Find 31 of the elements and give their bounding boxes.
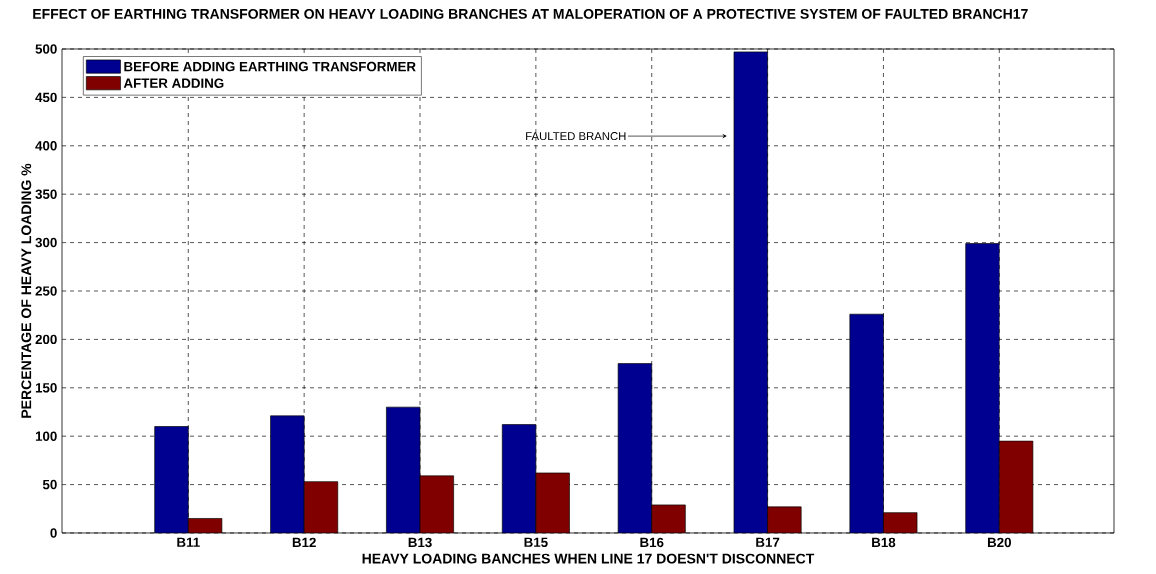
y-tick-label: 200: [35, 334, 57, 345]
bar: [998, 440, 1034, 533]
y-axis-title: PERCENTAGE OF HEAVY LOADING %: [21, 163, 32, 418]
y-tick-label: 100: [35, 431, 57, 441]
y-tick-label: 350: [35, 189, 57, 199]
x-tick-label: B17: [756, 537, 780, 547]
x-tick-label: B16: [640, 537, 664, 548]
legend-label: BEFORE ADDING EARTHING TRANSFORMER: [124, 61, 416, 72]
bar: [651, 504, 686, 533]
y-tick-label: 300: [35, 237, 57, 248]
legend-label: AFTER ADDING: [123, 78, 224, 88]
x-tick-label: B20: [987, 537, 1011, 548]
y-tick-label: 250: [35, 286, 57, 296]
x-tick-label: B18: [872, 537, 896, 548]
bar: [767, 506, 802, 533]
x-axis-title: HEAVY LOADING BANCHES WHEN LINE 17 DOESN'T DISCONNECT: [362, 553, 815, 564]
x-tick-label: B12: [292, 537, 316, 547]
y-tick-label: 450: [35, 92, 57, 103]
chart-title: EFFECT OF EARTHING TRANSFORMER ON HEAVY LOADING BRANCHES AT MALOPERATION OF A PROTECTIVE SYSTEM OF FAULTED BRANCH17: [33, 8, 1028, 19]
bar: [303, 481, 339, 533]
y-tick-label: 400: [35, 141, 57, 151]
y-tick-label: 500: [35, 44, 57, 54]
x-tick-label: B11: [177, 537, 200, 547]
y-tick-label: 0: [50, 528, 57, 538]
x-tick-label: B15: [524, 537, 548, 547]
annotation: FAULTED BRANCH: [526, 132, 626, 141]
y-tick-label: 50: [42, 479, 57, 490]
x-tick-label: B13: [408, 537, 432, 548]
bar: [419, 475, 454, 533]
bar: [535, 472, 570, 533]
y-tick-label: 150: [35, 383, 57, 393]
